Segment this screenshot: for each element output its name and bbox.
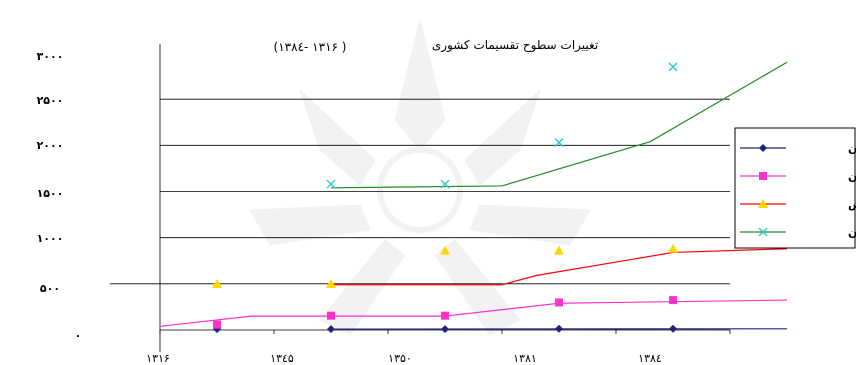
data-point <box>759 172 767 180</box>
x-tick-label: ۱۳۸۱ <box>513 352 537 365</box>
y-tick-label: ۵۰۰ <box>40 282 60 295</box>
legend-entry-4: دهستان <box>740 226 856 239</box>
x-tick-label: ۱۳٤۵ <box>270 352 294 365</box>
y-tick-label: ۲۵۰۰ <box>37 94 64 107</box>
data-point <box>327 311 335 320</box>
data-point <box>326 179 336 189</box>
y-tick-label: ۱۰۰۰ <box>37 232 64 245</box>
data-point <box>555 298 563 307</box>
data-point <box>759 144 767 152</box>
chart-title: تغییرات سطوح تقسیمات کشوری <box>432 38 598 53</box>
series-3 <box>212 243 788 289</box>
x-axis-ticks: ۱۳۱۶ ۱۳٤۵ ۱۳۵۰ ۱۳۸۱ ۱۳۸٤ <box>146 352 662 365</box>
data-point <box>441 311 449 320</box>
series-4 <box>326 61 788 189</box>
axes <box>159 44 731 352</box>
watermark-emblem <box>249 19 591 336</box>
data-point <box>669 296 677 305</box>
legend-entry-3: بخش <box>740 198 856 211</box>
x-marker-stroke <box>440 179 450 189</box>
data-point <box>213 320 221 329</box>
legend-label: استان <box>848 142 856 155</box>
data-point <box>668 243 678 253</box>
series-line <box>331 248 788 286</box>
x-tick-label: ۱۳۱۶ <box>146 352 170 365</box>
data-point <box>440 245 450 255</box>
y-tick-label: ۲۰۰۰ <box>37 139 64 152</box>
data-point <box>327 325 335 334</box>
series-line <box>330 61 788 189</box>
data-point <box>326 279 336 289</box>
data-point <box>554 138 564 148</box>
legend-entry-1: استان <box>740 142 856 155</box>
data-point <box>555 324 563 333</box>
data-point <box>440 179 450 189</box>
x-marker-stroke <box>554 138 564 148</box>
series-layer <box>159 61 788 334</box>
y-tick-label: ۱۵۰۰ <box>37 187 64 200</box>
data-point <box>758 199 768 208</box>
gridlines <box>110 98 730 285</box>
legend: استان شهرستان بخش دهستان <box>734 127 856 249</box>
legend-entry-2: شهرستان <box>740 170 856 183</box>
legend-label: شهرستان <box>848 170 856 183</box>
data-point <box>554 245 564 255</box>
series-2 <box>159 296 788 329</box>
legend-box <box>734 127 856 249</box>
x-tick-label: ۱۳۵۰ <box>388 352 412 365</box>
series-1 <box>213 324 788 334</box>
y-axis-ticks: ۰ ۵۰۰ ۱۰۰۰ ۱۵۰۰ ۲۰۰۰ ۲۵۰۰ ۳۰۰۰ <box>37 50 82 342</box>
x-marker-stroke <box>326 179 336 189</box>
legend-label: بخش <box>848 198 856 211</box>
data-point <box>668 62 678 72</box>
data-point <box>441 325 449 334</box>
data-point <box>212 279 222 289</box>
y-tick-label: ۳۰۰۰ <box>37 50 64 63</box>
x-marker-stroke <box>668 62 678 72</box>
x-marker-stroke <box>758 227 768 237</box>
data-point <box>758 227 768 237</box>
chart-subtitle: ( ۱۳۱۶ -۱۳۸٤) <box>274 40 347 54</box>
y-tick-label: ۰ <box>75 329 82 342</box>
legend-label: دهستان <box>848 226 856 239</box>
x-tick-label: ۱۳۸٤ <box>638 352 662 365</box>
data-point <box>669 324 677 333</box>
